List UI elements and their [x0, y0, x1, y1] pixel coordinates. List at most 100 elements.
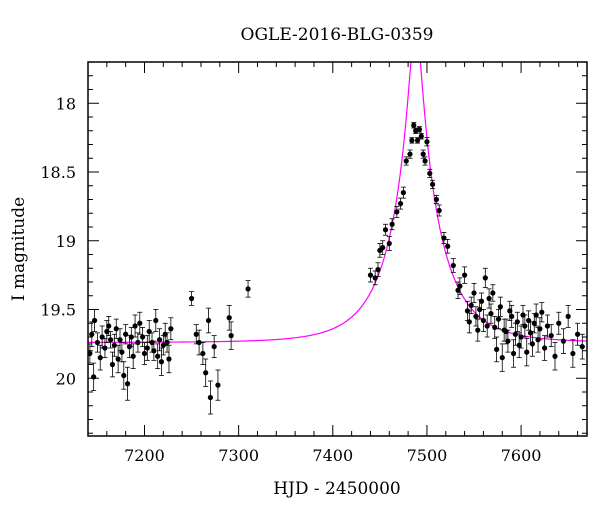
- point-marker: [537, 326, 543, 332]
- data-point: [450, 258, 456, 273]
- data-point: [544, 314, 551, 338]
- point-marker: [99, 334, 105, 340]
- point-marker: [409, 137, 415, 143]
- model-curve: [88, 62, 587, 343]
- point-marker: [196, 339, 202, 346]
- data-point: [574, 322, 581, 346]
- point-marker: [228, 333, 234, 339]
- x-tick-label: 7400: [312, 446, 353, 465]
- point-marker: [522, 323, 528, 329]
- point-marker: [468, 302, 474, 308]
- point-marker: [565, 313, 571, 319]
- point-marker: [507, 308, 513, 314]
- point-marker: [486, 295, 492, 302]
- point-marker: [475, 327, 481, 333]
- point-marker: [166, 356, 172, 362]
- point-marker: [245, 286, 251, 292]
- point-marker: [407, 151, 413, 157]
- data-point: [203, 358, 209, 387]
- point-marker: [466, 319, 472, 325]
- data-point: [445, 238, 451, 254]
- data-point: [207, 380, 213, 415]
- point-marker: [151, 348, 157, 354]
- point-marker: [482, 275, 488, 281]
- point-marker: [155, 353, 161, 359]
- point-marker: [386, 240, 392, 247]
- data-point: [507, 300, 513, 321]
- point-marker: [579, 344, 585, 350]
- point-marker: [375, 267, 381, 273]
- point-marker: [124, 381, 131, 387]
- point-marker: [200, 350, 206, 357]
- data-point: [409, 137, 415, 144]
- point-marker: [372, 275, 378, 281]
- point-marker: [137, 320, 143, 326]
- point-marker: [140, 334, 146, 340]
- point-marker: [574, 331, 581, 337]
- data-point: [389, 218, 395, 231]
- chart-title: OGLE-2016-BLG-0359: [241, 25, 434, 45]
- data-point: [539, 302, 545, 323]
- data-point: [124, 366, 131, 401]
- point-marker: [411, 122, 417, 128]
- data-point: [106, 315, 112, 337]
- data-point: [441, 232, 447, 244]
- data-point: [166, 344, 172, 374]
- data-point: [522, 314, 528, 338]
- point-marker: [367, 272, 374, 278]
- data-point: [119, 342, 125, 363]
- data-point: [102, 337, 108, 359]
- point-marker: [473, 313, 479, 319]
- data-point: [135, 332, 141, 353]
- data-point: [97, 344, 103, 371]
- point-marker: [205, 317, 212, 324]
- point-marker: [424, 139, 430, 145]
- point-marker: [141, 350, 148, 357]
- point-marker: [380, 245, 386, 251]
- data-points: [88, 122, 585, 415]
- data-point: [91, 362, 97, 392]
- point-marker: [193, 331, 199, 337]
- point-marker: [168, 326, 174, 332]
- data-point: [151, 340, 157, 361]
- data-point: [418, 133, 424, 140]
- point-marker: [542, 345, 548, 351]
- point-marker: [400, 190, 407, 196]
- data-point: [499, 343, 505, 372]
- data-point: [436, 204, 442, 217]
- data-point: [211, 335, 217, 359]
- data-point: [215, 369, 221, 401]
- x-axis-label: HJD - 2450000: [273, 479, 401, 499]
- point-marker: [416, 126, 423, 132]
- data-point: [473, 306, 479, 327]
- point-marker: [433, 196, 439, 203]
- point-marker: [153, 317, 159, 324]
- data-point: [107, 331, 114, 349]
- data-point: [482, 267, 488, 288]
- point-marker: [533, 312, 539, 318]
- point-marker: [117, 337, 123, 343]
- point-marker: [499, 355, 505, 361]
- plot-frame: [87, 61, 588, 437]
- point-marker: [207, 394, 213, 401]
- data-point: [560, 328, 567, 354]
- point-marker: [128, 334, 134, 340]
- y-axis-label: I magnitude: [9, 197, 29, 301]
- point-marker: [403, 158, 409, 164]
- data-point: [414, 137, 421, 144]
- data-point: [372, 270, 378, 286]
- data-point: [422, 156, 428, 166]
- data-point: [168, 317, 174, 341]
- point-marker: [436, 207, 442, 214]
- data-point: [556, 311, 562, 335]
- data-point: [113, 318, 119, 339]
- point-marker: [548, 333, 554, 339]
- data-point: [245, 280, 251, 298]
- point-marker: [556, 320, 562, 326]
- plot-area: [88, 62, 587, 415]
- point-marker: [462, 272, 468, 278]
- point-marker: [119, 349, 125, 355]
- x-tick-label: 7600: [501, 446, 542, 465]
- point-marker: [427, 170, 433, 176]
- y-tick-label: 20: [56, 369, 76, 388]
